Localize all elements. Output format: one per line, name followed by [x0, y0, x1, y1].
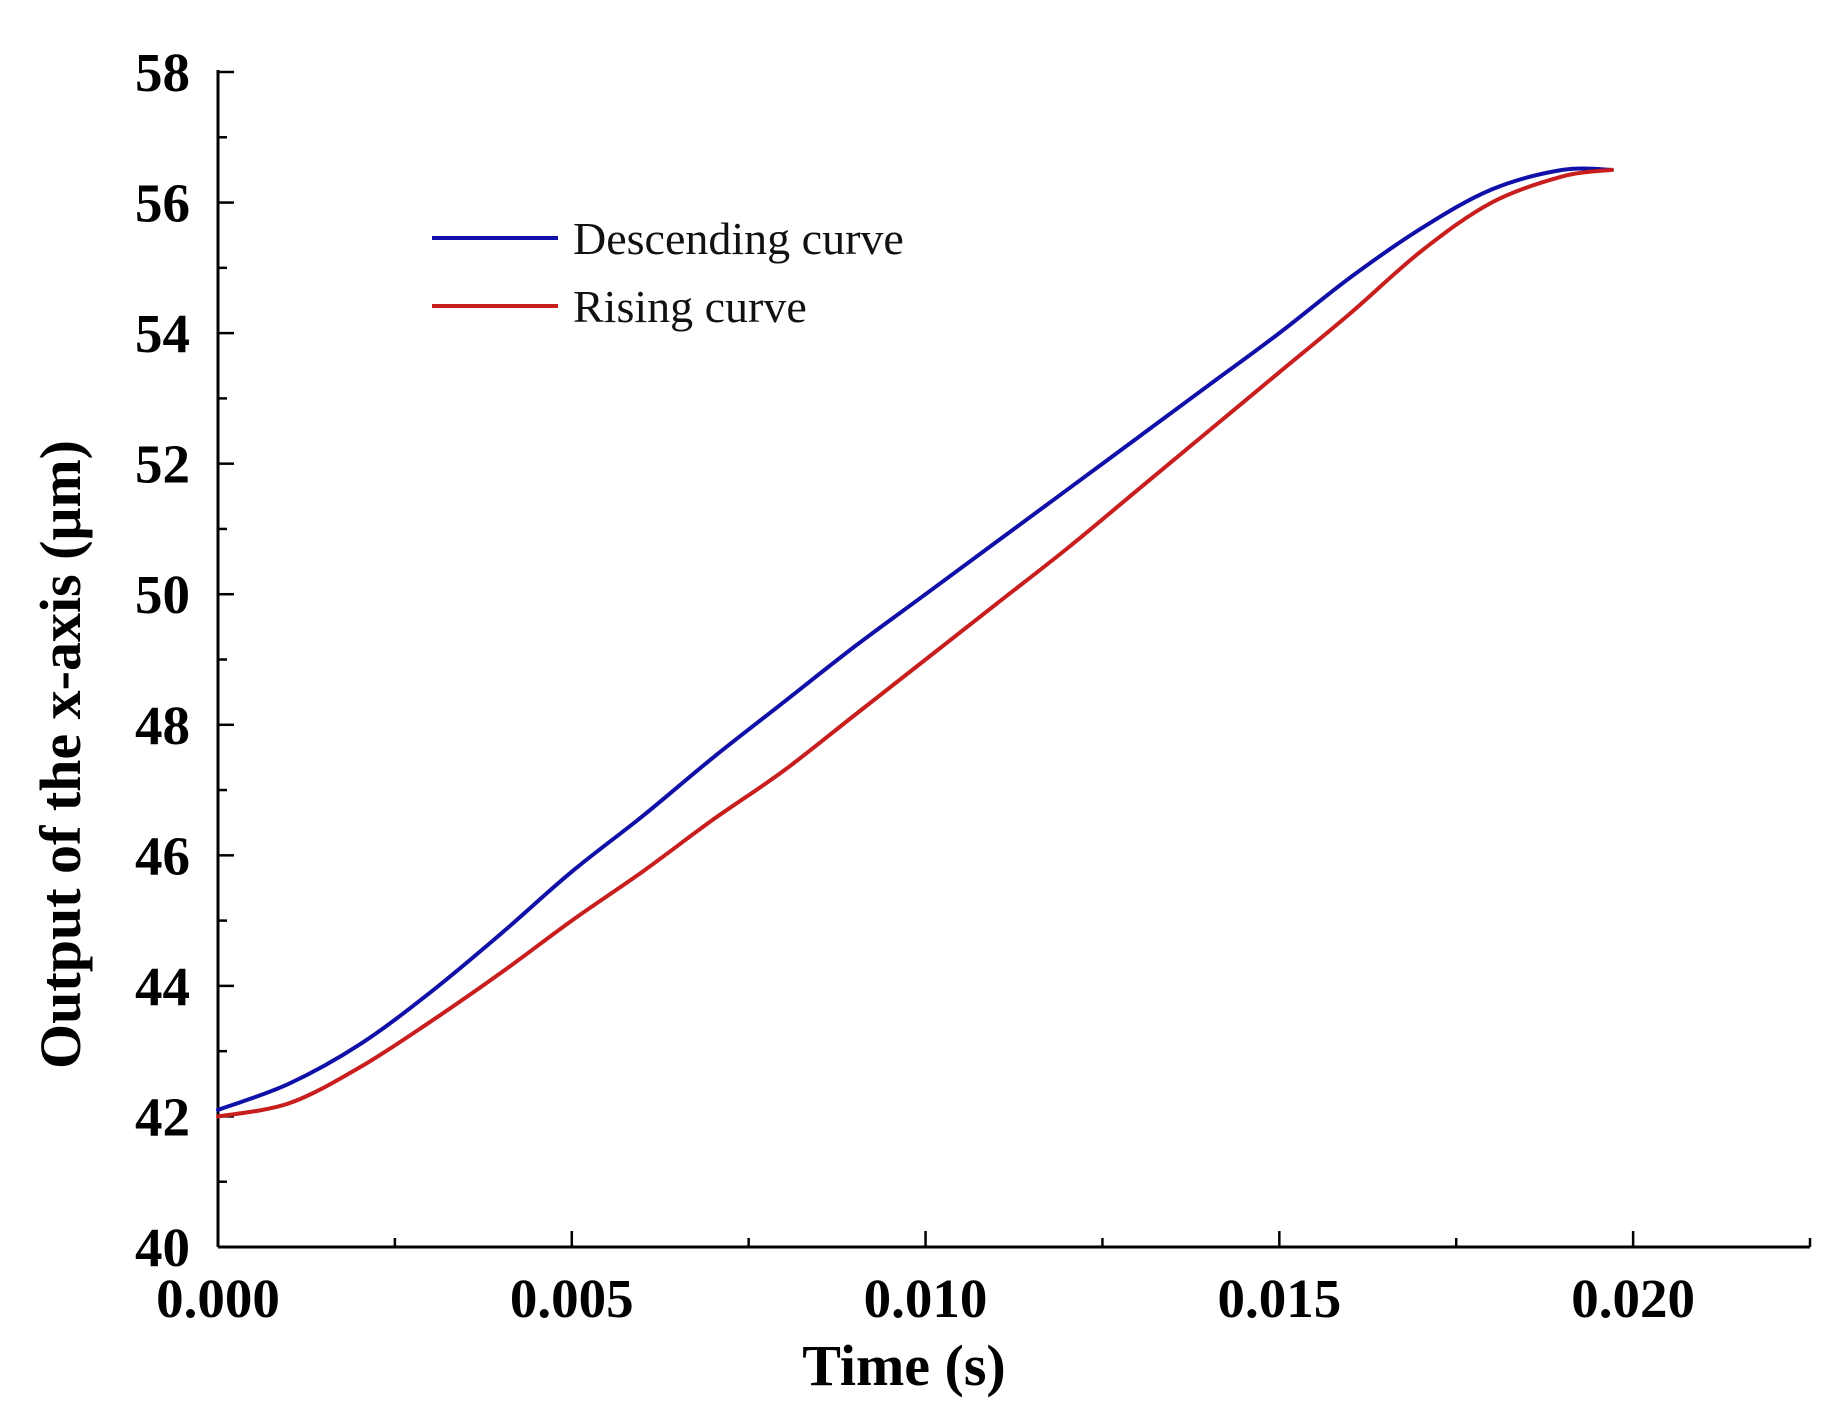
y-tick-label: 42 — [135, 1086, 190, 1147]
y-tick-label: 46 — [135, 825, 190, 886]
legend-label: Rising curve — [573, 281, 807, 332]
x-tick-label: 0.020 — [1571, 1268, 1695, 1329]
y-tick-label: 56 — [135, 173, 190, 234]
series-line-rising — [216, 167, 1614, 1119]
axes: 40 42 44 46 48 50 52 54 56 58 0.000 0.005 0.010 0.015… — [135, 42, 1812, 1329]
y-tick-label: 54 — [135, 303, 190, 364]
y-axis-title: Output of the x-axis (μm) — [28, 440, 93, 1069]
x-tick-label: 0.005 — [510, 1268, 634, 1329]
y-tick-label: 40 — [135, 1217, 190, 1278]
y-tick-label: 48 — [135, 695, 190, 756]
y-tick-label: 58 — [135, 42, 190, 103]
y-tick-label: 44 — [135, 956, 190, 1017]
x-tick-label: 0.010 — [864, 1268, 988, 1329]
x-tick-label: 0.000 — [156, 1268, 280, 1329]
y-tick-label: 52 — [135, 434, 190, 495]
series-layer — [216, 166, 1614, 1119]
legend-label: Descending curve — [573, 213, 904, 264]
series-line-descending — [216, 166, 1614, 1112]
x-tick-label: 0.015 — [1217, 1268, 1341, 1329]
x-axis-title: Time (s) — [802, 1333, 1006, 1398]
legend: Descending curve Rising curve — [432, 213, 904, 332]
y-tick-label: 50 — [135, 564, 190, 625]
